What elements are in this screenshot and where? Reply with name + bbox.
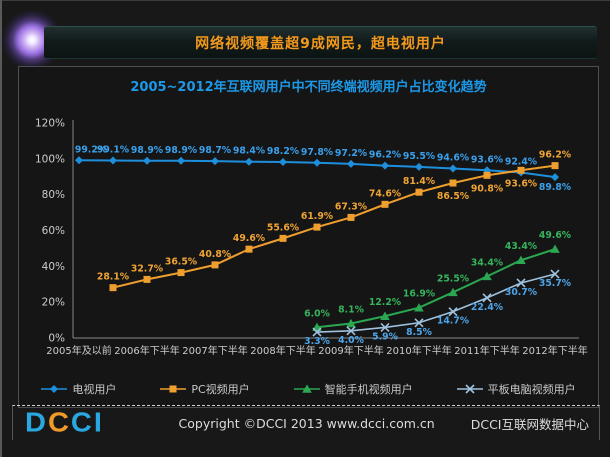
x-tick-label: 2010年下半年 xyxy=(386,344,451,357)
x-tick-label: 2006年下半年 xyxy=(114,344,179,357)
data-label-tablet: 5.9% xyxy=(372,331,398,342)
data-label-tv: 98.2% xyxy=(267,146,300,157)
legend-marker-x-icon xyxy=(456,384,483,394)
y-tick-label: 120% xyxy=(35,118,65,130)
y-tick-label: 80% xyxy=(42,189,65,201)
data-label-tablet: 22.4% xyxy=(471,302,504,313)
data-label-pc: 55.6% xyxy=(267,222,300,233)
y-tick-label: 60% xyxy=(42,225,65,237)
series-tablet: 3.3% 4.0% 5.9% 8.5% 14.7%22.4%30.7%35.7% xyxy=(304,269,572,347)
y-tick-label: 0% xyxy=(48,333,65,345)
y-tick-label: 100% xyxy=(35,153,65,165)
chart-legend: 电视用户 PC视频用户 智能手机视频用户 平板电脑视频用户 xyxy=(19,381,598,397)
data-label-tablet: 8.5% xyxy=(406,327,432,338)
legend-item-pc: PC视频用户 xyxy=(160,381,250,397)
legend-marker-triangle-icon xyxy=(293,384,320,393)
data-label-pc: 36.5% xyxy=(165,257,198,268)
data-label-pc: 49.6% xyxy=(233,233,266,244)
series-smartphone: 6.0% 8.1% 12.2%16.9%25.5%34.4%43.4%49.6% xyxy=(304,230,572,332)
data-label-smartphone: 8.1% xyxy=(338,304,364,315)
data-label-smartphone: 6.0% xyxy=(304,308,330,319)
legend-label: PC视频用户 xyxy=(191,383,250,396)
data-label-tv: 95.5% xyxy=(403,151,436,162)
data-label-pc: 28.1% xyxy=(97,272,130,283)
legend-item-tablet: 平板电脑视频用户 xyxy=(456,381,576,397)
legend-label: 平板电脑视频用户 xyxy=(487,383,576,396)
header-title-bar: 网络视频覆盖超9成网民，超电视用户 xyxy=(44,26,597,59)
data-label-pc: 74.6% xyxy=(369,188,402,199)
data-label-pc: 32.7% xyxy=(131,263,164,274)
data-label-tv: 97.2% xyxy=(335,148,368,159)
data-label-tv: 92.4% xyxy=(505,156,538,167)
logo-letter: C xyxy=(70,407,94,438)
data-label-smartphone: 49.6% xyxy=(539,230,572,241)
org-name: DCCI互联网数据中心 xyxy=(470,416,589,432)
data-label-tv: 96.2% xyxy=(369,150,402,161)
logo-letter: D xyxy=(25,407,48,438)
data-label-smartphone: 43.4% xyxy=(505,241,538,252)
y-tick-label: 40% xyxy=(42,261,65,273)
data-label-tablet: 35.7% xyxy=(539,278,572,289)
data-label-tv: 99.2% xyxy=(75,144,108,155)
data-label-pc: 67.3% xyxy=(335,201,368,212)
data-label-tv: 97.8% xyxy=(301,147,334,158)
series-line-smartphone xyxy=(316,248,556,329)
dcci-logo: DCCI xyxy=(25,409,104,437)
legend-label: 电视用户 xyxy=(72,383,117,396)
x-tick-label: 2011年下半年 xyxy=(454,344,519,357)
data-label-tv: 98.4% xyxy=(233,146,266,157)
data-label-pc: 96.2% xyxy=(539,150,572,161)
page-title: 网络视频覆盖超9成网民，超电视用户 xyxy=(195,35,446,52)
legend-label: 智能手机视频用户 xyxy=(324,383,413,396)
series-line-pc xyxy=(112,164,556,289)
legend-marker-diamond-icon xyxy=(41,385,68,393)
data-label-smartphone: 25.5% xyxy=(437,273,470,284)
data-label-tv: 99.1% xyxy=(97,144,130,155)
x-tick-label: 2008年下半年 xyxy=(250,344,315,357)
data-label-pc: 86.5% xyxy=(437,191,470,202)
line-chart: 0%20%40%60%80%100%120%2005年及以前 2006年下半年 20… xyxy=(35,118,588,358)
data-label-tv: 98.7% xyxy=(199,145,232,156)
data-label-tablet: 30.7% xyxy=(505,287,538,298)
x-tick-label: 2005年及以前 xyxy=(46,344,111,357)
data-label-smartphone: 34.4% xyxy=(471,257,504,268)
logo-letter: C xyxy=(47,407,71,438)
data-label-tablet: 4.0% xyxy=(338,335,364,346)
x-tick-label: 2007年下半年 xyxy=(182,344,247,357)
data-label-pc: 90.8% xyxy=(471,183,504,194)
data-label-tablet: 3.3% xyxy=(304,336,330,347)
x-tick-label: 2009年下半年 xyxy=(318,344,383,357)
data-label-tv: 94.6% xyxy=(437,153,470,164)
data-label-tv: 89.8% xyxy=(539,182,572,193)
footer: DCCI Copyright ©DCCI 2013 www.dcci.com.c… xyxy=(12,405,600,440)
legend-item-tv: 电视用户 xyxy=(41,381,116,397)
data-label-pc: 61.9% xyxy=(301,211,334,222)
data-label-tv: 98.9% xyxy=(131,145,164,156)
data-label-tablet: 14.7% xyxy=(437,316,470,327)
data-label-smartphone: 12.2% xyxy=(369,297,402,308)
logo-letter: I xyxy=(93,407,104,438)
copyright-text: Copyright ©DCCI 2013 www.dcci.com.cn xyxy=(178,415,435,431)
y-tick-label: 20% xyxy=(42,297,65,309)
x-tick-label: 2012年下半年 xyxy=(522,344,587,357)
chart-title: 2005~2012年互联网用户中不同终端视频用户占比变化趋势 xyxy=(130,80,487,95)
legend-item-smartphone: 智能手机视频用户 xyxy=(293,381,413,397)
data-label-smartphone: 16.9% xyxy=(403,289,436,300)
series-pc: 28.1%32.7%36.5%40.8%49.6%55.6%61.9%67.3%… xyxy=(97,150,572,292)
data-label-tv: 98.9% xyxy=(165,145,198,156)
data-label-pc: 81.4% xyxy=(403,176,436,187)
series-tv: 99.2%99.1% 98.9% 98.9% 98.7% 98.4% 98.2% 97.8%… xyxy=(75,144,572,193)
series-line-tablet xyxy=(316,273,556,333)
data-label-pc: 40.8% xyxy=(199,249,232,260)
data-label-tv: 93.6% xyxy=(471,154,504,165)
data-label-pc: 93.6% xyxy=(505,178,538,189)
legend-marker-square-icon xyxy=(160,385,187,393)
chart-panel: 2005~2012年互联网用户中不同终端视频用户占比变化趋势 0% 20% 40% 6… xyxy=(18,66,599,408)
